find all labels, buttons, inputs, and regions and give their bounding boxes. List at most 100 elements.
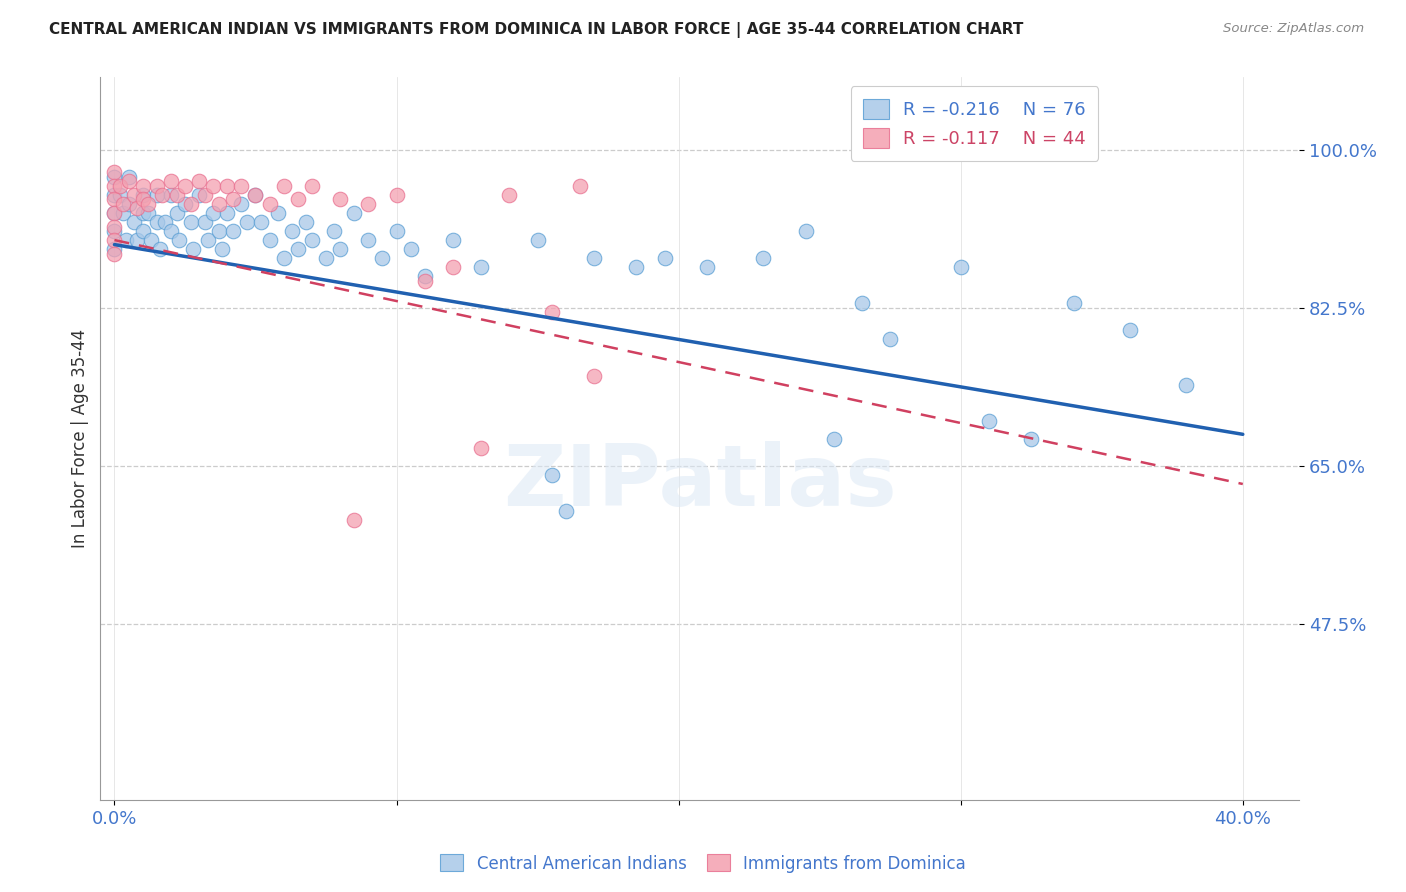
Point bbox=[166, 206, 188, 220]
Point bbox=[1175, 377, 1198, 392]
Point bbox=[413, 274, 436, 288]
Point bbox=[103, 206, 125, 220]
Point bbox=[259, 197, 281, 211]
Point bbox=[343, 513, 366, 527]
Point bbox=[399, 242, 422, 256]
Point bbox=[152, 187, 174, 202]
Point bbox=[108, 178, 131, 193]
Point bbox=[222, 224, 245, 238]
Point bbox=[131, 178, 153, 193]
Point bbox=[183, 242, 205, 256]
Point bbox=[295, 215, 318, 229]
Point bbox=[169, 233, 191, 247]
Point bbox=[470, 441, 492, 455]
Point bbox=[413, 269, 436, 284]
Point bbox=[103, 187, 125, 202]
Point bbox=[194, 187, 217, 202]
Point bbox=[470, 260, 492, 275]
Point bbox=[259, 233, 281, 247]
Point bbox=[301, 233, 323, 247]
Point bbox=[166, 187, 188, 202]
Point bbox=[122, 187, 145, 202]
Legend: R = -0.216    N = 76, R = -0.117    N = 44: R = -0.216 N = 76, R = -0.117 N = 44 bbox=[851, 87, 1098, 161]
Point bbox=[160, 224, 183, 238]
Point bbox=[131, 206, 153, 220]
Point bbox=[117, 174, 139, 188]
Point bbox=[626, 260, 648, 275]
Point bbox=[160, 187, 183, 202]
Point bbox=[582, 251, 605, 265]
Point bbox=[208, 197, 231, 211]
Point bbox=[131, 187, 153, 202]
Point bbox=[526, 233, 548, 247]
Point bbox=[194, 215, 217, 229]
Point bbox=[540, 467, 562, 482]
Point bbox=[180, 215, 202, 229]
Point bbox=[949, 260, 972, 275]
Point bbox=[752, 251, 775, 265]
Point bbox=[823, 432, 845, 446]
Point bbox=[385, 224, 408, 238]
Y-axis label: In Labor Force | Age 35-44: In Labor Force | Age 35-44 bbox=[72, 329, 89, 549]
Point bbox=[231, 197, 253, 211]
Point bbox=[696, 260, 718, 275]
Point bbox=[343, 206, 366, 220]
Point bbox=[145, 178, 167, 193]
Point bbox=[131, 224, 153, 238]
Point bbox=[174, 178, 197, 193]
Text: Source: ZipAtlas.com: Source: ZipAtlas.com bbox=[1223, 22, 1364, 36]
Point bbox=[103, 178, 125, 193]
Point bbox=[103, 246, 125, 260]
Point bbox=[180, 197, 202, 211]
Point bbox=[125, 233, 148, 247]
Point bbox=[103, 165, 125, 179]
Point bbox=[654, 251, 676, 265]
Point bbox=[103, 193, 125, 207]
Point bbox=[371, 251, 394, 265]
Point bbox=[245, 187, 267, 202]
Point bbox=[441, 260, 464, 275]
Point bbox=[441, 233, 464, 247]
Point bbox=[188, 174, 211, 188]
Point bbox=[357, 197, 380, 211]
Text: CENTRAL AMERICAN INDIAN VS IMMIGRANTS FROM DOMINICA IN LABOR FORCE | AGE 35-44 C: CENTRAL AMERICAN INDIAN VS IMMIGRANTS FR… bbox=[49, 22, 1024, 38]
Point bbox=[1119, 323, 1142, 337]
Point bbox=[174, 197, 197, 211]
Point bbox=[357, 233, 380, 247]
Point bbox=[329, 242, 352, 256]
Point bbox=[202, 178, 225, 193]
Point bbox=[111, 197, 134, 211]
Point bbox=[498, 187, 520, 202]
Point bbox=[202, 206, 225, 220]
Point bbox=[131, 193, 153, 207]
Point bbox=[287, 193, 309, 207]
Point bbox=[155, 215, 177, 229]
Point bbox=[236, 215, 259, 229]
Point bbox=[103, 233, 125, 247]
Point bbox=[568, 178, 591, 193]
Point bbox=[222, 193, 245, 207]
Point bbox=[267, 206, 290, 220]
Point bbox=[540, 305, 562, 319]
Point bbox=[273, 251, 295, 265]
Point bbox=[582, 368, 605, 383]
Point bbox=[554, 504, 576, 518]
Point bbox=[145, 187, 167, 202]
Point bbox=[136, 206, 159, 220]
Point bbox=[217, 206, 239, 220]
Point bbox=[1019, 432, 1042, 446]
Point bbox=[323, 224, 346, 238]
Point bbox=[103, 219, 125, 234]
Point bbox=[315, 251, 337, 265]
Point bbox=[385, 187, 408, 202]
Point bbox=[231, 178, 253, 193]
Point bbox=[117, 169, 139, 184]
Text: ZIPatlas: ZIPatlas bbox=[503, 441, 897, 524]
Point bbox=[103, 242, 125, 256]
Point bbox=[139, 233, 162, 247]
Point bbox=[329, 193, 352, 207]
Point bbox=[211, 242, 233, 256]
Point bbox=[879, 333, 901, 347]
Point bbox=[977, 414, 1000, 428]
Legend: Central American Indians, Immigrants from Dominica: Central American Indians, Immigrants fro… bbox=[433, 847, 973, 880]
